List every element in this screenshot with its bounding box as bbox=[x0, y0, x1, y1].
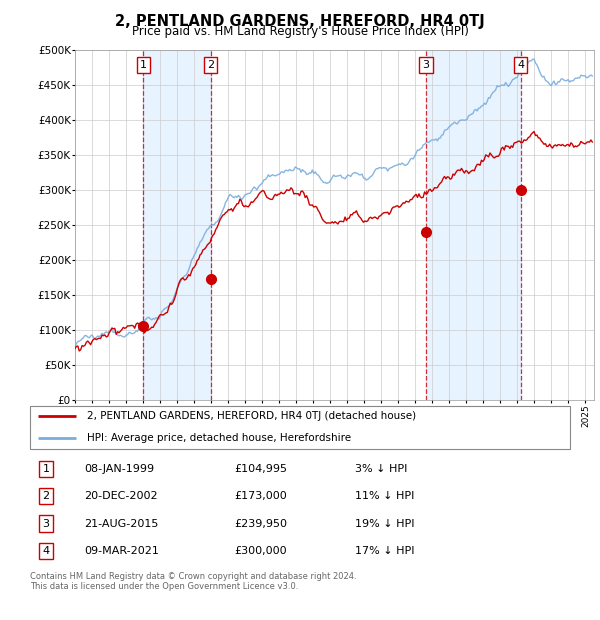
Text: 08-JAN-1999: 08-JAN-1999 bbox=[85, 464, 154, 474]
Text: 11% ↓ HPI: 11% ↓ HPI bbox=[355, 492, 414, 502]
Text: 4: 4 bbox=[517, 60, 524, 70]
Text: Contains HM Land Registry data © Crown copyright and database right 2024.
This d: Contains HM Land Registry data © Crown c… bbox=[30, 572, 356, 591]
Text: 09-MAR-2021: 09-MAR-2021 bbox=[85, 546, 159, 556]
Text: 20-DEC-2002: 20-DEC-2002 bbox=[85, 492, 158, 502]
Text: Price paid vs. HM Land Registry's House Price Index (HPI): Price paid vs. HM Land Registry's House … bbox=[131, 25, 469, 38]
Text: HPI: Average price, detached house, Herefordshire: HPI: Average price, detached house, Here… bbox=[87, 433, 351, 443]
Text: 2: 2 bbox=[43, 492, 50, 502]
Text: 3: 3 bbox=[422, 60, 430, 70]
Text: 2, PENTLAND GARDENS, HEREFORD, HR4 0TJ: 2, PENTLAND GARDENS, HEREFORD, HR4 0TJ bbox=[115, 14, 485, 29]
Text: 1: 1 bbox=[43, 464, 50, 474]
Text: 19% ↓ HPI: 19% ↓ HPI bbox=[355, 518, 414, 528]
Bar bbox=[426, 50, 521, 400]
Text: £239,950: £239,950 bbox=[235, 518, 287, 528]
FancyBboxPatch shape bbox=[30, 405, 570, 449]
Text: £104,995: £104,995 bbox=[235, 464, 287, 474]
Text: 3% ↓ HPI: 3% ↓ HPI bbox=[355, 464, 407, 474]
Text: 17% ↓ HPI: 17% ↓ HPI bbox=[355, 546, 414, 556]
Text: 4: 4 bbox=[43, 546, 50, 556]
Text: 2, PENTLAND GARDENS, HEREFORD, HR4 0TJ (detached house): 2, PENTLAND GARDENS, HEREFORD, HR4 0TJ (… bbox=[87, 411, 416, 421]
Text: 3: 3 bbox=[43, 518, 50, 528]
Text: £173,000: £173,000 bbox=[235, 492, 287, 502]
Text: 2: 2 bbox=[207, 60, 214, 70]
Text: 21-AUG-2015: 21-AUG-2015 bbox=[85, 518, 159, 528]
Text: £300,000: £300,000 bbox=[235, 546, 287, 556]
Text: 1: 1 bbox=[140, 60, 147, 70]
Bar bbox=[143, 50, 211, 400]
